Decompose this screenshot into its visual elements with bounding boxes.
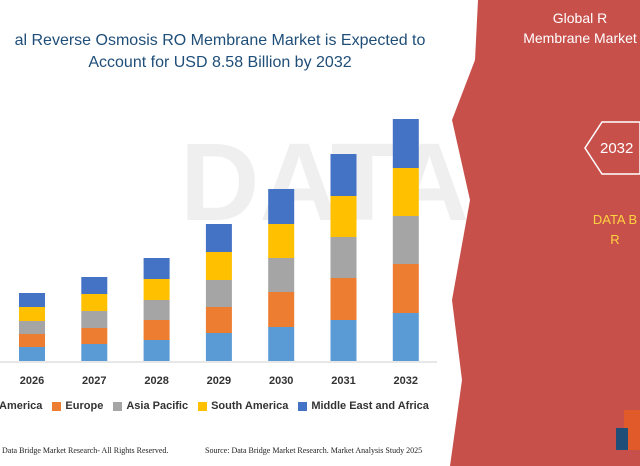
bar-2028-south-america xyxy=(143,279,170,300)
bar-2030-middle-east-and-africa xyxy=(268,189,295,224)
legend-label: Middle East and Africa xyxy=(311,400,429,412)
bar-2029-america xyxy=(205,333,232,361)
right-panel-brand-line2: R xyxy=(610,232,620,247)
x-tick-label-2030: 2030 xyxy=(269,375,293,387)
bar-2031-middle-east-and-africa xyxy=(330,154,357,196)
legend-item-asia-pacific: Asia Pacific xyxy=(113,398,188,414)
hexagon-badge xyxy=(584,121,640,175)
bar-2032-south-america xyxy=(392,168,419,216)
bar-2029-south-america xyxy=(205,252,232,280)
x-axis-labels: 2026 2027 2028 2029 2030 2031 2032 xyxy=(20,375,418,387)
bar-2031-asia-pacific xyxy=(330,237,357,278)
bar-2030-europe xyxy=(268,292,295,327)
legend-item-europe: Europe xyxy=(52,398,103,414)
bar-2027-south-america xyxy=(81,294,108,311)
legend-label: Asia Pacific xyxy=(126,400,189,412)
right-panel-title: Global R Membrane Market xyxy=(500,8,640,48)
bar-2031-america xyxy=(330,320,357,361)
bars-group xyxy=(19,119,419,361)
bar-2030-south-america xyxy=(268,224,295,258)
bar-2028-middle-east-and-africa xyxy=(143,258,170,279)
bar-2032-middle-east-and-africa xyxy=(392,119,419,168)
legend-label: America xyxy=(0,400,43,412)
bar-2032-europe xyxy=(392,264,419,313)
legend-item-south-america: South America xyxy=(198,398,288,414)
bar-2028-asia-pacific xyxy=(143,300,170,320)
legend-swatch xyxy=(52,401,62,411)
bar-2026-middle-east-and-africa xyxy=(19,293,45,307)
bar-2029-middle-east-and-africa xyxy=(205,224,232,252)
bar-2026-south-america xyxy=(19,307,45,321)
bar-2029-europe xyxy=(205,307,232,333)
legend-item-america: America xyxy=(0,398,42,414)
chart-title-line1: al Reverse Osmosis RO Membrane Market is… xyxy=(14,32,426,49)
right-panel-brand-line1: DATA B xyxy=(592,212,638,227)
x-tick-label-2032: 2032 xyxy=(394,375,418,387)
bar-2032-america xyxy=(392,313,419,361)
x-tick-label-2026: 2026 xyxy=(20,375,44,387)
chart-title-line2: Account for USD 8.58 Billion by 2032 xyxy=(88,54,352,71)
bar-2030-america xyxy=(268,327,295,361)
brand-logo-mark-2 xyxy=(616,428,628,450)
footer-copyright: Data Bridge Market Research- All Rights … xyxy=(2,446,169,455)
bar-2026-america xyxy=(19,347,45,361)
right-panel-shape xyxy=(450,0,640,466)
hexagon-outline xyxy=(584,121,640,175)
right-panel-brand: DATA B R xyxy=(575,210,640,250)
bar-2028-europe xyxy=(143,320,170,340)
x-tick-label-2027: 2027 xyxy=(82,375,106,387)
bar-2027-europe xyxy=(81,328,108,344)
bar-2030-asia-pacific xyxy=(268,258,295,292)
x-tick-label-2031: 2031 xyxy=(331,375,355,387)
bar-2032-asia-pacific xyxy=(392,216,419,264)
bar-2027-middle-east-and-africa xyxy=(81,277,108,294)
chart-title: al Reverse Osmosis RO Membrane Market is… xyxy=(0,30,440,74)
legend-swatch xyxy=(198,401,208,411)
legend-label: Europe xyxy=(65,400,104,412)
right-panel-year: 2032 xyxy=(600,140,634,157)
footer-source: Source: Data Bridge Market Research. Mar… xyxy=(205,446,423,455)
legend-item-middle-east-and-africa: Middle East and Africa xyxy=(298,398,429,414)
bar-2027-asia-pacific xyxy=(81,311,108,328)
bar-2029-asia-pacific xyxy=(205,280,232,307)
bar-2028-america xyxy=(143,340,170,361)
right-panel-title-line2: Membrane Market xyxy=(523,30,637,46)
bar-2031-south-america xyxy=(330,196,357,237)
bar-2027-america xyxy=(81,344,108,361)
brand-logo xyxy=(616,410,640,450)
right-panel-title-line1: Global R xyxy=(552,10,608,26)
x-tick-label-2028: 2028 xyxy=(144,375,168,387)
chart-legend: America Europe Asia Pacific South America Mi… xyxy=(0,398,429,414)
x-tick-label-2029: 2029 xyxy=(207,375,231,387)
legend-swatch xyxy=(298,401,308,411)
bar-2031-europe xyxy=(330,278,357,320)
legend-label: South America xyxy=(211,400,289,412)
right-panel-background xyxy=(450,0,640,466)
bar-2026-asia-pacific xyxy=(19,321,45,334)
bar-2026-europe xyxy=(19,334,45,347)
legend-swatch xyxy=(113,401,123,411)
